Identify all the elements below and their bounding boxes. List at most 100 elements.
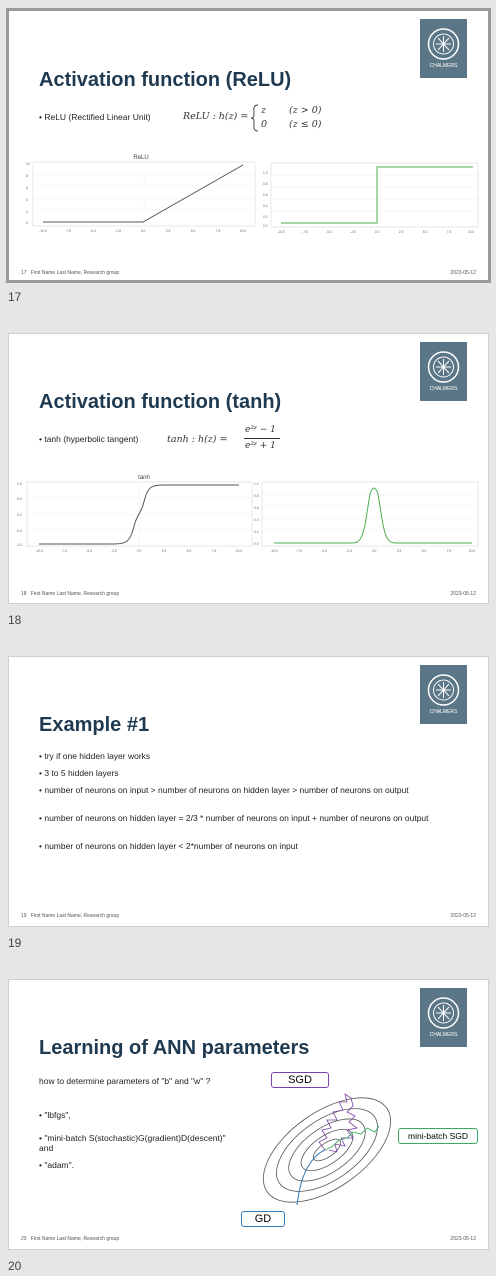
bullet-item: • tanh (hyperbolic tangent) [39, 434, 139, 444]
x-tick: 0.0 [141, 229, 146, 233]
y-tick: 0.0 [17, 513, 22, 517]
bullet-item: • "mini-batch S(stochastic)G(gradient)D(… [39, 1133, 226, 1153]
y-tick: 0.8 [254, 494, 259, 498]
x-tick: 0.0 [372, 549, 377, 553]
footer-author: 18 First Name Last Name, Research group [21, 591, 120, 597]
y-tick: 0.6 [254, 506, 259, 510]
y-tick: 0.2 [254, 530, 259, 534]
y-tick: 0.2 [263, 215, 268, 219]
y-tick: 10 [26, 162, 30, 166]
x-tick: -2.5 [346, 549, 352, 553]
slide-thumbnail-20[interactable]: CHALMERS Learning of ANN parameters how … [8, 979, 489, 1250]
x-tick: -10.0 [35, 549, 43, 553]
x-tick: -10.0 [277, 230, 285, 234]
footer-date: 2023-05-12 [450, 913, 476, 919]
bullet-text: tanh (hyperbolic tangent) [44, 434, 139, 444]
logo-text: CHALMERS [430, 709, 458, 715]
slide-title: Activation function (ReLU) [39, 69, 292, 91]
x-tick: -2.5 [350, 230, 356, 234]
sgd-label: SGD [271, 1072, 329, 1088]
slide-title: Learning of ANN parameters [39, 1037, 310, 1059]
y-tick: 0.6 [263, 193, 268, 197]
x-tick: -7.5 [296, 549, 302, 553]
minibatch-sgd-label: mini-batch SGD [398, 1128, 478, 1144]
x-tick: 7.5 [216, 229, 221, 233]
x-tick: -5.0 [86, 549, 92, 553]
y-tick: 6 [26, 186, 28, 190]
x-tick: -7.5 [302, 230, 308, 234]
bullet-text: ReLU (Rectified Linear Unit) [44, 112, 151, 122]
y-tick: -1.0 [16, 543, 22, 547]
tanh-formula-lhs: tanh : h(z) = [167, 434, 228, 445]
y-tick: -0.5 [16, 529, 22, 533]
y-tick: 2 [26, 210, 28, 214]
x-tick: -10.0 [39, 229, 47, 233]
gd-label: GD [241, 1211, 285, 1227]
chalmers-logo: CHALMERS [420, 19, 467, 78]
y-tick: 0.0 [263, 224, 268, 228]
formula-case1-value: z [261, 105, 267, 116]
x-tick: 10.0 [240, 229, 247, 233]
relu-chart: ReLU 10 8 6 4 2 0 -10.0 -7.5 -5.0 -2.5 0… [26, 155, 256, 233]
slide-title: Example #1 [39, 714, 150, 736]
x-tick: -5.0 [90, 229, 96, 233]
x-tick: -10.0 [270, 549, 278, 553]
slide-thumbnail-19[interactable]: CHALMERS Example #1 • try if one hidden … [8, 656, 489, 927]
x-tick: 7.5 [447, 230, 452, 234]
x-tick: 5.0 [423, 230, 428, 234]
x-tick: 2.5 [162, 549, 167, 553]
x-tick: 10.0 [236, 549, 243, 553]
y-tick: 0.5 [17, 497, 22, 501]
formula-case1-condition: (z > 0) [289, 105, 322, 116]
step-curve [281, 166, 473, 224]
y-tick: 4 [26, 198, 28, 202]
chalmers-logo: CHALMERS [420, 988, 467, 1047]
slide-title: Activation function (tanh) [39, 391, 282, 413]
bullet-item: • number of neurons on hidden layer = 2/… [39, 813, 429, 823]
y-tick: 1.0 [254, 482, 259, 486]
gd-path [296, 1149, 326, 1206]
chart-title: ReLU [133, 155, 148, 161]
bullet-item: • 3 to 5 hidden layers [39, 768, 119, 778]
footer-date: 2023-05-12 [450, 270, 476, 276]
bullet-item: • number of neurons on input > number of… [39, 785, 409, 795]
y-tick: 0.8 [263, 182, 268, 186]
derivative-curve [274, 487, 472, 544]
x-tick: 10.0 [468, 230, 475, 234]
x-tick: 10.0 [469, 549, 476, 553]
logo-text: CHALMERS [430, 1032, 458, 1038]
tanh-curve [39, 484, 239, 545]
tanh-derivative-chart: 1.0 0.8 0.6 0.4 0.2 0.0 -10.0 -7.5 -5.0 … [254, 481, 479, 553]
tanh-formula-denominator: e²ᶻ + 1 [245, 441, 276, 451]
tanh-chart: tanh 1.0 0.5 0.0 -0.5 -1.0 -10.0 -7.5 -5… [16, 475, 253, 553]
relu-curve [43, 164, 244, 223]
x-tick: 5.0 [422, 549, 427, 553]
relu-derivative-chart: 1.0 0.8 0.6 0.4 0.2 0.0 -10.0 -7.5 -5.0 … [263, 162, 479, 234]
x-tick: -7.5 [61, 549, 67, 553]
formula-case2-condition: (z ≤ 0) [289, 119, 322, 130]
y-tick: 8 [26, 174, 28, 178]
sgd-path [318, 1093, 358, 1153]
y-tick: 1.0 [263, 171, 268, 175]
formula-case2-value: 0 [261, 119, 268, 130]
y-tick: 1.0 [17, 482, 22, 486]
slide-thumbnail-18[interactable]: CHALMERS Activation function (tanh) • ta… [8, 333, 489, 604]
bullet-item: • "lbfgs", [39, 1110, 71, 1120]
slide-number-label: 20 [8, 1259, 22, 1273]
x-tick: -5.0 [321, 549, 327, 553]
x-tick: 2.5 [399, 230, 404, 234]
x-tick: -7.5 [65, 229, 71, 233]
y-tick: 0.0 [254, 542, 259, 546]
footer-author: 17 First Name Last Name, Research group [21, 270, 120, 276]
gradient-descent-diagram [262, 1093, 392, 1206]
slide-thumbnail-17[interactable]: CHALMERS Activation function (ReLU) • Re… [6, 8, 491, 283]
slide-number-label: 17 [8, 290, 22, 304]
x-tick: 0.0 [375, 230, 380, 234]
footer-date: 2023-05-12 [450, 591, 476, 597]
x-tick: 7.5 [447, 549, 452, 553]
logo-text: CHALMERS [430, 386, 458, 392]
y-tick: 0.4 [254, 518, 259, 522]
relu-formula-lhs: ReLU : h(z) = [183, 111, 249, 122]
y-tick: 0.4 [263, 204, 268, 208]
tanh-formula-numerator: e²ᶻ − 1 [245, 425, 276, 435]
